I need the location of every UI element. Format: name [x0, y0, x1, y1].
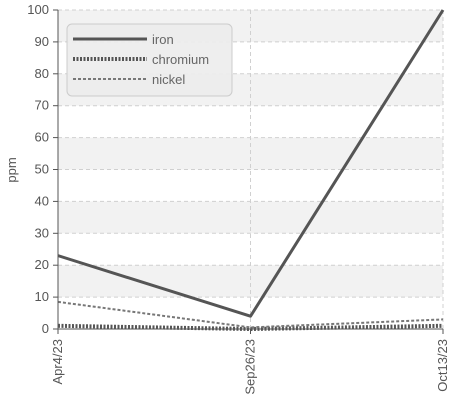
y-tick-label: 20 [35, 257, 49, 272]
y-tick-label: 100 [27, 2, 49, 17]
y-tick-label: 40 [35, 193, 49, 208]
x-tick-label: Apr4/23 [50, 339, 65, 385]
series-line-iron [57, 9, 445, 318]
x-tick-label: Oct13/23 [435, 339, 450, 392]
y-axis-title: ppm [4, 157, 19, 182]
y-tick-label: 80 [35, 66, 49, 81]
axes [53, 9, 444, 334]
y-tick-label: 70 [35, 98, 49, 113]
y-tick-label: 60 [35, 130, 49, 145]
legend: iron chromium nickel [66, 23, 233, 97]
legend-label-nickel: nickel [152, 72, 185, 87]
y-tick-label: 30 [35, 225, 49, 240]
legend-label-chromium: chromium [152, 52, 209, 67]
y-tick-label: 10 [35, 289, 49, 304]
x-tick-label: Sep26/23 [243, 339, 258, 395]
y-tick-label: 0 [42, 321, 49, 336]
series-line-nickel [57, 300, 444, 329]
y-tick-labels: 0 10 20 30 40 50 60 70 80 90 100 [27, 2, 49, 336]
legend-label-iron: iron [152, 32, 174, 47]
x-tick-labels: Apr4/23 Sep26/23 Oct13/23 [50, 339, 450, 395]
y-tick-label: 50 [35, 162, 49, 177]
y-tick-label: 90 [35, 34, 49, 49]
